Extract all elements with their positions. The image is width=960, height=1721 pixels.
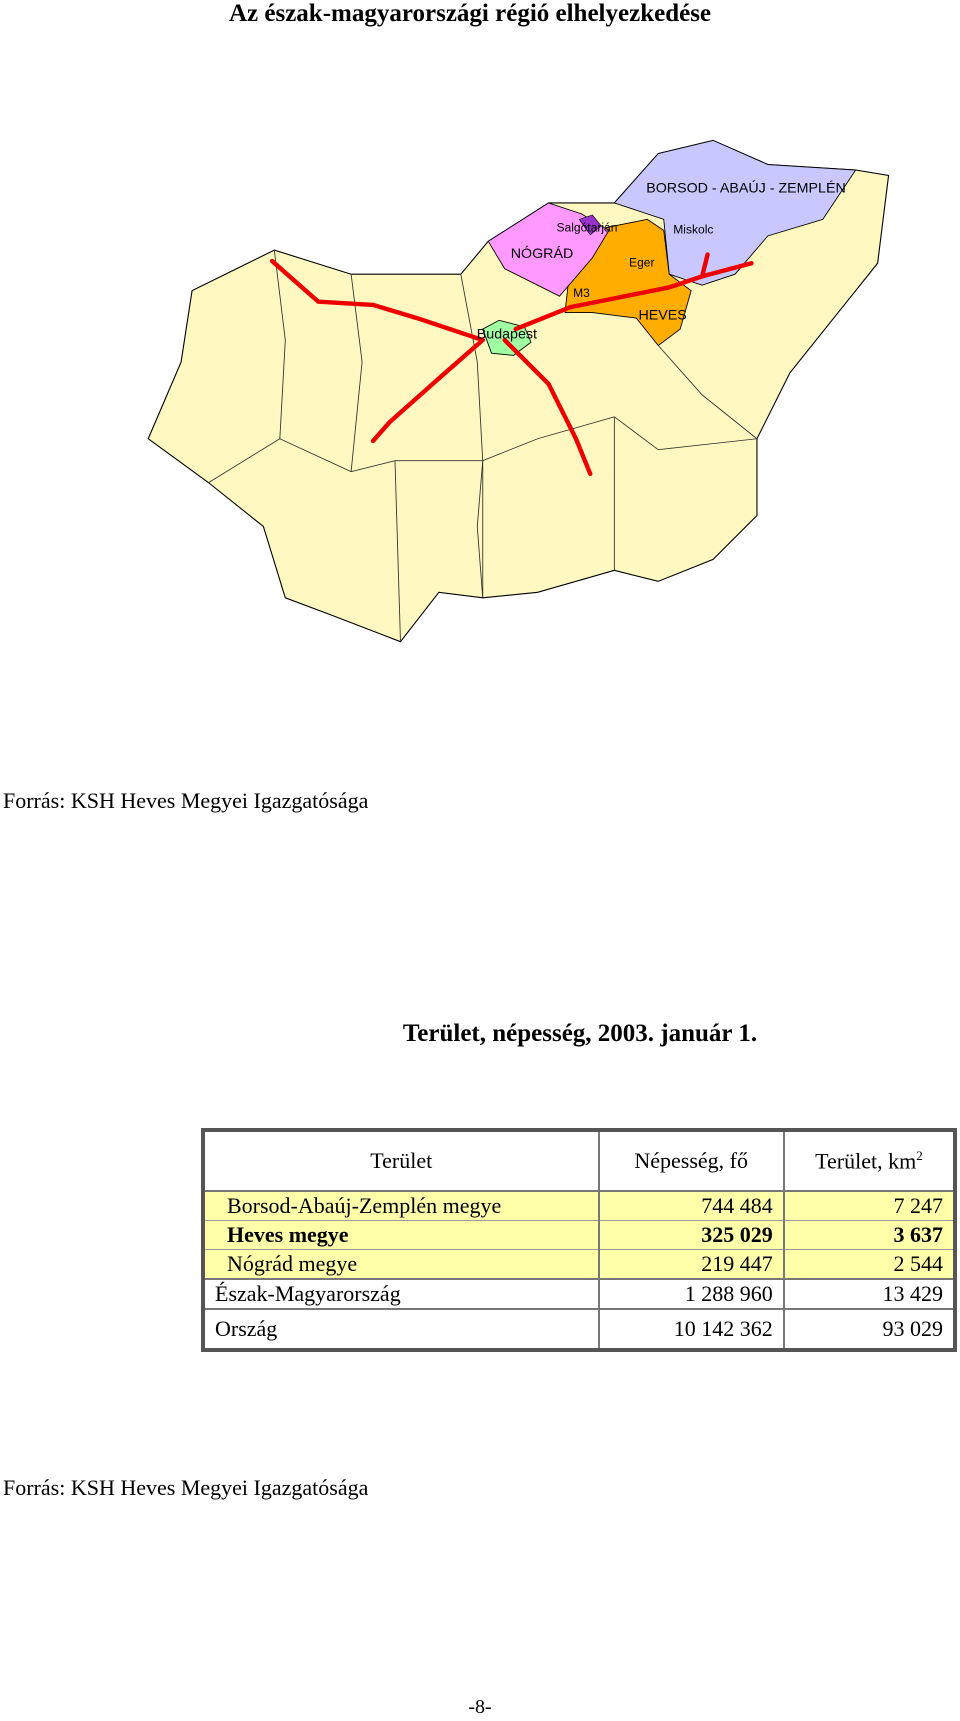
source: Forrás: KSH Heves Megyei Igazgatósága <box>3 788 369 813</box>
title: Az észak-magyarországi régió elhelyezked… <box>228 0 712 27</box>
map-label: Budapest <box>477 326 537 342</box>
source: Forrás: KSH Heves Megyei Igazgatósága <box>3 1475 369 1500</box>
table-cell: 325 029 <box>597 1220 785 1250</box>
map-label: M3 <box>573 286 590 300</box>
map: BORSOD - ABAÚJ - ZEMPLÉN Salgótarján Mis… <box>147 139 890 643</box>
table-cell: 10 142 362 <box>597 1308 785 1351</box>
table-title: Terület, népesség, 2003. január 1. <box>402 1020 758 1047</box>
table-cell: 93 029 <box>782 1308 957 1351</box>
table-cell: 13 429 <box>782 1278 957 1310</box>
page-number: -8- <box>468 1696 492 1718</box>
table-cell: 2 544 <box>782 1249 957 1280</box>
table-cell: 7 247 <box>782 1190 957 1221</box>
data-table: Terület Népesség, fő Terület, km2 Borsod… <box>201 1128 957 1352</box>
table-cell: Nógrád megye <box>202 1249 600 1280</box>
header-cell: Népesség, fő <box>597 1129 785 1192</box>
map-label: BORSOD - ABAÚJ - ZEMPLÉN <box>646 179 846 196</box>
salgotarjan-area <box>578 214 602 236</box>
table-row: Nógrád megye 219 447 2 544 <box>202 1249 957 1280</box>
header-cell: Terület <box>202 1129 600 1192</box>
header-sup: 2 <box>916 1147 923 1163</box>
table-cell: Borsod-Abaúj-Zemplén megye <box>202 1190 600 1221</box>
table-cell: 219 447 <box>597 1249 785 1280</box>
table-cell: Ország <box>202 1308 600 1351</box>
table-cell: 1 288 960 <box>597 1278 785 1310</box>
table-row: Észak-Magyarország 1 288 960 13 429 <box>202 1278 957 1310</box>
table-cell: Heves megye <box>202 1220 600 1250</box>
table-row: Borsod-Abaúj-Zemplén megye 744 484 7 247 <box>202 1190 957 1221</box>
nograd <box>487 202 610 297</box>
map-label: HEVES <box>638 308 686 324</box>
header-cell: Terület, km2 <box>782 1129 957 1192</box>
table-cell: Észak-Magyarország <box>202 1278 600 1310</box>
map-label: Eger <box>629 255 654 269</box>
header-text: Terület, km <box>815 1148 917 1174</box>
table-cell: 3 637 <box>782 1220 957 1250</box>
map-label: NÓGRÁD <box>511 245 574 262</box>
table-row: Ország 10 142 362 93 029 <box>202 1308 957 1351</box>
table-cell: 744 484 <box>597 1190 785 1221</box>
roads <box>269 252 754 477</box>
county-borders <box>208 250 758 642</box>
header-row: Terület Népesség, fő Terület, km2 <box>202 1129 957 1192</box>
table-row: Heves megye 325 029 3 637 <box>202 1220 957 1250</box>
map-label: Salgótarján <box>556 220 617 234</box>
map-label: Miskolc <box>673 223 713 237</box>
